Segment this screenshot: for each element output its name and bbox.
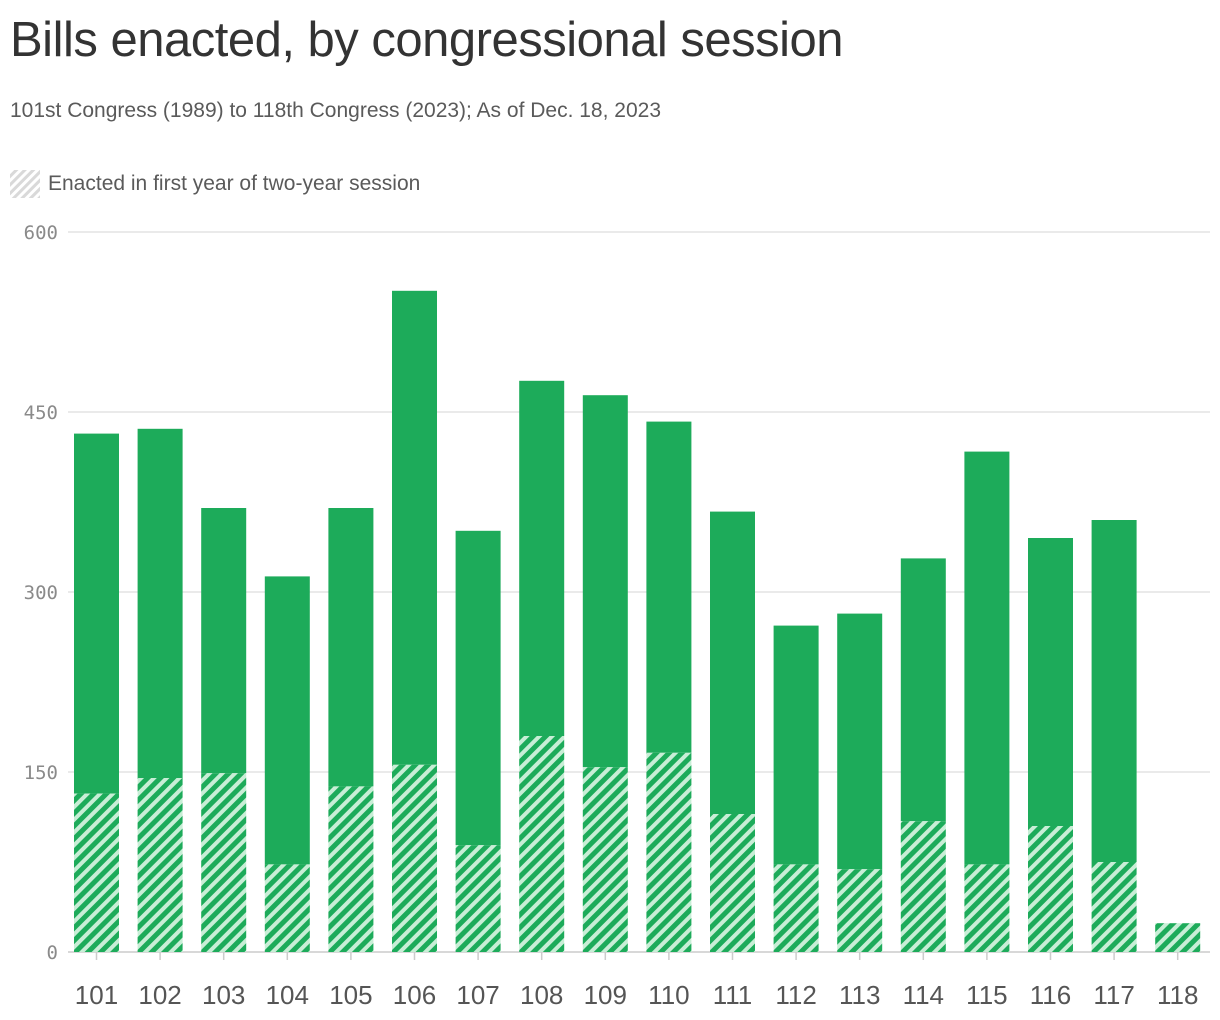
bar-segment-second-year [455,530,501,846]
x-tick-label: 113 [839,980,880,1010]
x-tick-label: 115 [966,980,1007,1010]
gridlines [68,231,1210,953]
x-tick-label: 112 [775,980,816,1010]
x-tick-label: 109 [584,980,627,1010]
axes: 0 150 300 450 600 101 102 103 104 105 106 107 108 109… [24,222,1199,1010]
bar-segment-first-year [900,821,946,952]
x-tick-label: 116 [1030,980,1071,1010]
y-tick-label: 450 [24,402,58,424]
bar-segment-second-year [74,433,119,794]
x-tick-label: 118 [1157,980,1198,1010]
x-tick-label: 105 [329,980,372,1010]
bar-segment-second-year [710,511,755,814]
x-tick-label: 106 [393,980,436,1010]
chart-title: Bills enacted, by congressional session [10,13,844,67]
bar-segment-first-year [582,767,628,952]
legend-label: Enacted in first year of two-year sessio… [48,172,421,195]
bar-segment-first-year [837,869,883,952]
bar-segment-first-year [328,786,374,952]
bar-segment-first-year [519,736,565,952]
y-tick-label: 0 [47,942,58,964]
x-tick-label: 114 [903,980,944,1010]
bar-segment-first-year [646,752,692,952]
legend: Enacted in first year of two-year sessio… [10,170,420,198]
x-tick-label: 102 [138,980,181,1010]
bars [74,290,1201,952]
bar-segment-first-year [264,864,310,952]
chart-subtitle: 101st Congress (1989) to 118th Congress … [10,99,661,122]
bar-segment-first-year [1155,923,1201,952]
bar-segment-second-year [646,421,692,753]
bar-segment-first-year [1091,862,1137,952]
bar-segment-second-year [328,508,374,787]
y-tick-label: 300 [24,582,58,604]
bar-segment-second-year [264,576,310,865]
bar-segment-first-year [964,864,1010,952]
bar-segment-second-year [1091,520,1137,862]
bar-segment-second-year [201,508,247,774]
bar-segment-first-year [455,845,501,952]
x-tick-label: 108 [520,980,563,1010]
bar-segment-first-year [201,773,247,952]
x-tick-label: 104 [266,980,309,1010]
bar-segment-second-year [392,290,437,765]
bar-segment-second-year [900,558,946,822]
x-tick-label: 101 [75,980,118,1010]
bar-segment-first-year [1028,826,1073,952]
x-tick-label: 111 [713,980,753,1010]
bar-segment-first-year [710,814,755,952]
x-tick-label: 110 [648,980,689,1010]
bar-segment-second-year [519,380,565,736]
bar-segment-first-year [137,778,183,952]
bar-segment-first-year [392,764,437,952]
bar-segment-first-year [74,793,119,952]
y-tick-label: 600 [24,222,58,244]
bar-segment-second-year [1028,538,1073,826]
bar-segment-second-year [964,451,1010,865]
legend-swatch-hatched [10,170,40,198]
x-tick-label: 117 [1093,980,1134,1010]
x-tick-label: 107 [456,980,499,1010]
bar-segment-second-year [837,613,883,870]
y-tick-label: 150 [24,762,58,784]
bar-segment-second-year [137,428,183,778]
x-tick-label: 103 [202,980,245,1010]
bar-segment-second-year [773,625,819,865]
bar-segment-first-year [773,864,819,952]
bar-segment-second-year [582,395,628,768]
